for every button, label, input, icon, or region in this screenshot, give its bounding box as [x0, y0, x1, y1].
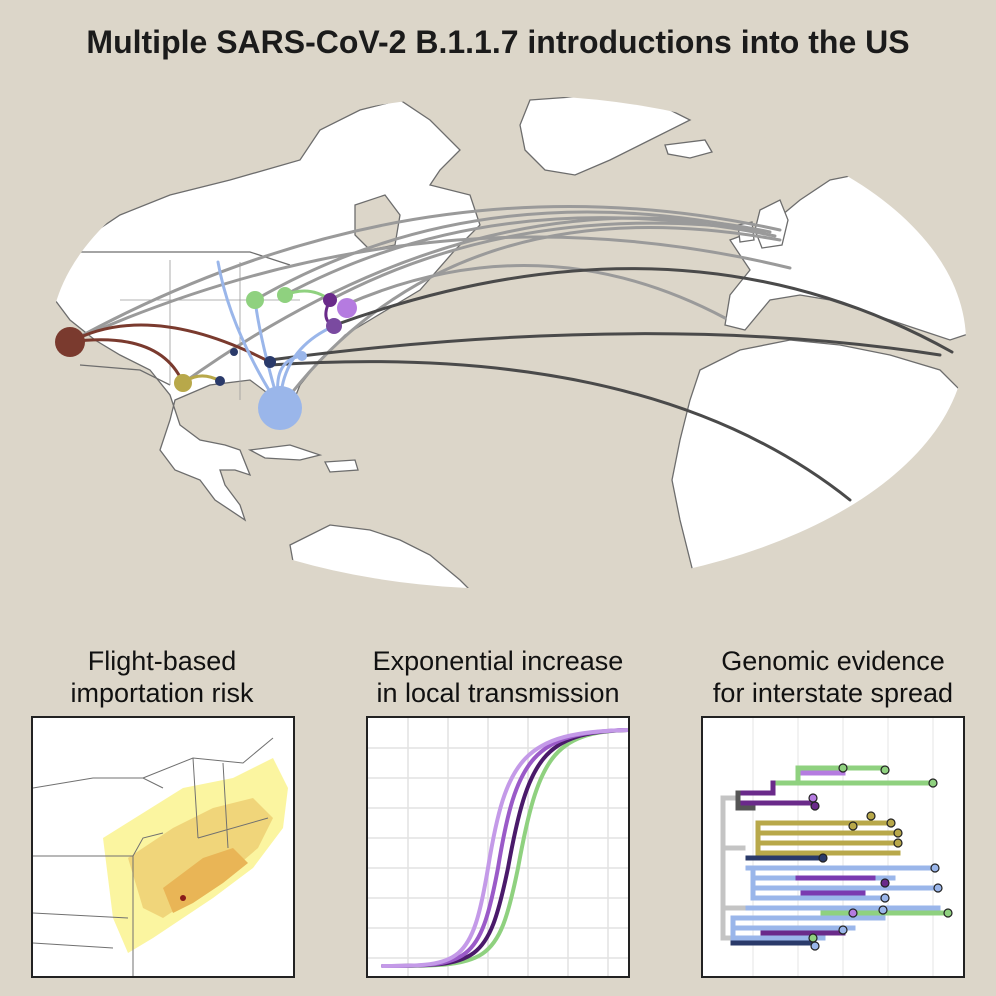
newjersey-node — [326, 318, 342, 334]
tip-node — [818, 853, 828, 863]
tip-node — [808, 793, 818, 803]
import-arc — [253, 210, 767, 302]
caption-genomic: Genomic evidence for interstate spread — [683, 645, 983, 709]
curve-light-purple — [381, 728, 628, 968]
us-canada-border — [80, 251, 291, 266]
tip-node — [893, 828, 903, 838]
tip-node — [893, 838, 903, 848]
import-arc — [68, 204, 782, 344]
michigan-node — [277, 287, 293, 303]
clade-blue-bottom — [730, 915, 886, 941]
curve-light-green — [381, 728, 628, 968]
clade-green — [770, 765, 936, 786]
nyc-hotspot — [180, 895, 186, 901]
newyork-node — [323, 293, 337, 307]
africa-landmass — [671, 339, 966, 589]
curve-dark-purple — [381, 728, 628, 968]
curve-mid-purple — [381, 728, 628, 968]
caption-line: Genomic evidence — [721, 646, 945, 676]
panel-exponential-curves — [366, 716, 630, 978]
texas-node — [174, 374, 192, 392]
tip-node — [880, 878, 890, 888]
california-node — [55, 327, 85, 357]
caption-line: for interstate spread — [712, 678, 954, 708]
spread-arc-california — [68, 323, 272, 364]
tip-node — [810, 941, 820, 951]
state-border — [33, 832, 164, 857]
tip-node — [838, 925, 848, 935]
louisiana-node — [215, 376, 225, 386]
tip-node — [878, 905, 888, 915]
state-border — [33, 777, 164, 789]
panel-phylogenetic-tree — [701, 716, 965, 978]
tree-backbone — [720, 795, 746, 941]
tip-node — [810, 801, 820, 811]
tip-node — [866, 811, 876, 821]
panel-importation-risk-map — [31, 716, 295, 978]
import-arc — [68, 235, 792, 344]
ohio-node — [297, 351, 307, 361]
cuba-landmass — [247, 444, 323, 461]
caption-line: Exponential increase — [372, 646, 624, 676]
massachusetts-node — [337, 298, 357, 318]
caption-line: in local transmission — [376, 678, 620, 708]
import-arc — [278, 226, 782, 410]
figure-title: Multiple SARS-CoV-2 B.1.1.7 introduction… — [86, 24, 910, 60]
us-mexico-border — [79, 364, 171, 386]
georgia-node — [264, 356, 276, 368]
tip-node — [838, 763, 848, 773]
tip-node — [880, 893, 890, 903]
tip-node — [933, 883, 943, 893]
tip-node — [848, 821, 858, 831]
tip-node — [848, 908, 858, 918]
tip-node — [880, 765, 890, 775]
tip-node — [808, 933, 818, 943]
clade-purple-top — [735, 780, 816, 806]
caption-line: Flight-based — [87, 646, 237, 676]
spread-arc-california — [68, 338, 185, 385]
hispaniola-landmass — [323, 459, 359, 473]
import-arc — [333, 267, 954, 354]
tip-node — [943, 908, 953, 918]
state-border — [142, 737, 274, 779]
clade-black-top — [735, 790, 756, 811]
caption-line: importation risk — [70, 678, 254, 708]
import-arc — [328, 221, 762, 302]
clade-olive — [755, 820, 901, 856]
import-arc — [268, 332, 942, 362]
tip-node — [886, 818, 896, 828]
iceland-landmass — [664, 139, 713, 159]
caption-exponential: Exponential increase in local transmissi… — [348, 645, 648, 709]
state-border — [33, 912, 129, 949]
hudson-bay — [354, 194, 401, 251]
tip-node — [928, 778, 938, 788]
import-arc — [343, 264, 727, 320]
illinois-node — [246, 291, 264, 309]
caption-flight-risk: Flight-based importation risk — [12, 645, 312, 709]
import-arc — [268, 360, 852, 502]
tip-node — [930, 863, 940, 873]
clade-purple-mid — [795, 875, 876, 896]
state-border — [192, 757, 269, 849]
florida-node — [258, 386, 302, 430]
kansas-node — [230, 348, 238, 356]
